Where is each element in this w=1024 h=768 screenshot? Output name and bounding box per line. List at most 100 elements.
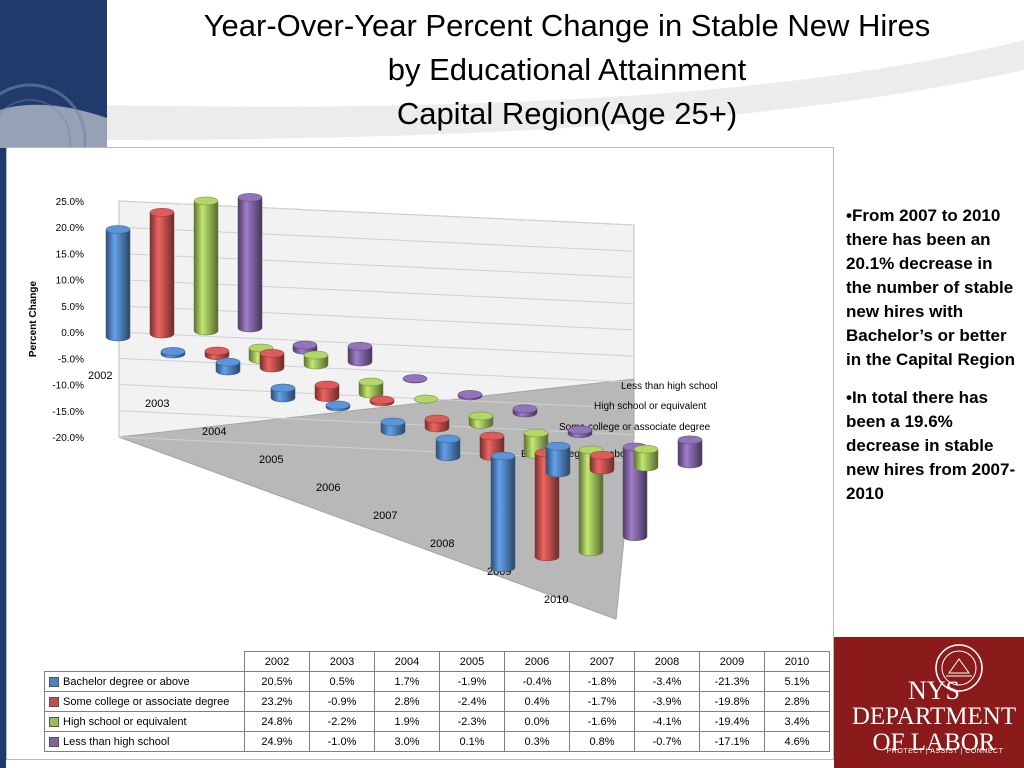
- bar-cylinder: [237, 193, 263, 333]
- bar-cylinder: [325, 400, 351, 412]
- bar-cylinder: [358, 377, 384, 399]
- bar-cap: [105, 225, 131, 234]
- table-header-cell: 2007: [569, 651, 635, 672]
- bar-cap: [512, 404, 538, 414]
- table-cell: -19.8%: [699, 691, 765, 712]
- bar-cap: [215, 357, 241, 367]
- table-cell: 0.4%: [504, 691, 570, 712]
- table-cell: -19.4%: [699, 711, 765, 732]
- bar-body: [589, 455, 615, 475]
- series-depth-label: High school or equivalent: [594, 401, 707, 412]
- table-cell: -2.2%: [309, 711, 375, 732]
- bar-cylinder: [380, 417, 406, 436]
- gridline: [118, 410, 635, 436]
- bar-cylinder: [149, 208, 175, 339]
- table-series-label: Bachelor degree or above: [44, 671, 245, 692]
- bar-body: [677, 439, 703, 469]
- title-line-1: Year-Over-Year Percent Change in Stable …: [203, 8, 931, 43]
- bar-cylinder: [633, 444, 659, 472]
- table-cell: 3.4%: [764, 711, 830, 732]
- y-tick-label: -10.0%: [52, 381, 84, 392]
- bar-cylinder: [435, 434, 461, 462]
- gridline: [118, 357, 635, 383]
- table-row: Less than high school 24.9% -1.0% 3.0% 0.1% 0…: [44, 731, 830, 752]
- bar-body: [193, 200, 219, 336]
- table-cell: 4.6%: [764, 731, 830, 752]
- legend-label: Some college or associate degree: [63, 695, 230, 708]
- table-cell: -3.9%: [634, 691, 700, 712]
- bar-cap: [358, 377, 384, 387]
- bar-cap: [490, 451, 516, 461]
- table-cell: 0.1%: [439, 731, 505, 752]
- bar-cylinder: [424, 414, 450, 433]
- bar-body: [490, 455, 516, 572]
- bar-body: [105, 229, 131, 342]
- table-series-label: High school or equivalent: [44, 711, 245, 732]
- table-cell: 1.9%: [374, 711, 440, 732]
- bar-body: [545, 446, 571, 478]
- table-cell: 20.5%: [244, 671, 310, 692]
- table-cell: 2.8%: [764, 691, 830, 712]
- category-label: 2003: [145, 398, 169, 410]
- table-header-cell: 2010: [764, 651, 830, 672]
- table-cell: -0.7%: [634, 731, 700, 752]
- y-tick-label: 5.0%: [61, 302, 84, 313]
- table-cell: 24.8%: [244, 711, 310, 732]
- bar-cap: [567, 425, 593, 435]
- bar-cylinder: [512, 404, 538, 418]
- table-cell: -21.3%: [699, 671, 765, 692]
- legend-swatch-icon: [49, 736, 59, 747]
- bar-cap: [380, 417, 406, 427]
- note-bullet-2: •In total there has been a 19.6% decreas…: [846, 388, 1016, 503]
- logo-background: [834, 637, 1024, 768]
- table-series-label: Less than high school: [44, 731, 245, 752]
- table-cell: 0.8%: [569, 731, 635, 752]
- table-cell: 0.0%: [504, 711, 570, 732]
- table-header-row: 2002 2003 2004 2005 2006 2007 2008 2009 2010: [45, 651, 830, 672]
- bar-cylinder: [314, 380, 340, 402]
- table-cell: -3.4%: [634, 671, 700, 692]
- title-line-2: by Educational Attainment: [387, 52, 747, 87]
- bar-cap: [237, 193, 263, 202]
- bar-body: [149, 212, 175, 339]
- table-cell: -2.4%: [439, 691, 505, 712]
- bar-cap: [457, 390, 483, 399]
- table-cell: -1.0%: [309, 731, 375, 752]
- bar-cap: [314, 380, 340, 390]
- page-title: Year-Over-Year Percent Change in Stable …: [110, 4, 1024, 136]
- bar-cap: [149, 208, 175, 217]
- gridline: [118, 331, 635, 357]
- bar-cylinder: [402, 374, 428, 384]
- bar-body: [435, 438, 461, 462]
- table-cell: 3.0%: [374, 731, 440, 752]
- table-series-label: Some college or associate degree: [44, 691, 245, 712]
- logo-line-2: DEPARTMENT: [851, 703, 1017, 730]
- legend-swatch-icon: [49, 716, 59, 727]
- y-tick-label: -20.0%: [52, 433, 84, 444]
- bar-cap: [303, 350, 329, 360]
- y-tick-label: 20.0%: [56, 223, 84, 234]
- bar-body: [633, 448, 659, 472]
- table-cell: 0.5%: [309, 671, 375, 692]
- bar-cap: [435, 434, 461, 444]
- table-row: Some college or associate degree 23.2% -0.…: [44, 691, 830, 712]
- bar-cylinder: [270, 383, 296, 403]
- title-line-3: Capital Region(Age 25+): [396, 96, 738, 131]
- bar-cap: [160, 347, 186, 356]
- table-cell: -4.1%: [634, 711, 700, 732]
- category-label: 2004: [202, 426, 226, 438]
- y-tick-label: -5.0%: [58, 354, 84, 365]
- y-axis-title: Percent Change: [28, 280, 39, 357]
- y-tick-label: 10.0%: [56, 276, 84, 287]
- table-header-cell: 2002: [244, 651, 310, 672]
- table-cell: -2.3%: [439, 711, 505, 732]
- bar-cap: [325, 400, 351, 410]
- bar-cylinder: [677, 435, 703, 469]
- bar-cap: [677, 435, 703, 445]
- category-label: 2005: [259, 454, 283, 466]
- chart-3d-cylinders: 25.0% 20.0% 15.0% 10.0% 5.0% 0.0% -5.0% -10.0% -…: [28, 193, 718, 620]
- legend-label: Bachelor degree or above: [63, 675, 190, 688]
- left-band: [0, 148, 6, 768]
- bar-cylinder: [259, 349, 285, 373]
- bar-cap: [270, 383, 296, 393]
